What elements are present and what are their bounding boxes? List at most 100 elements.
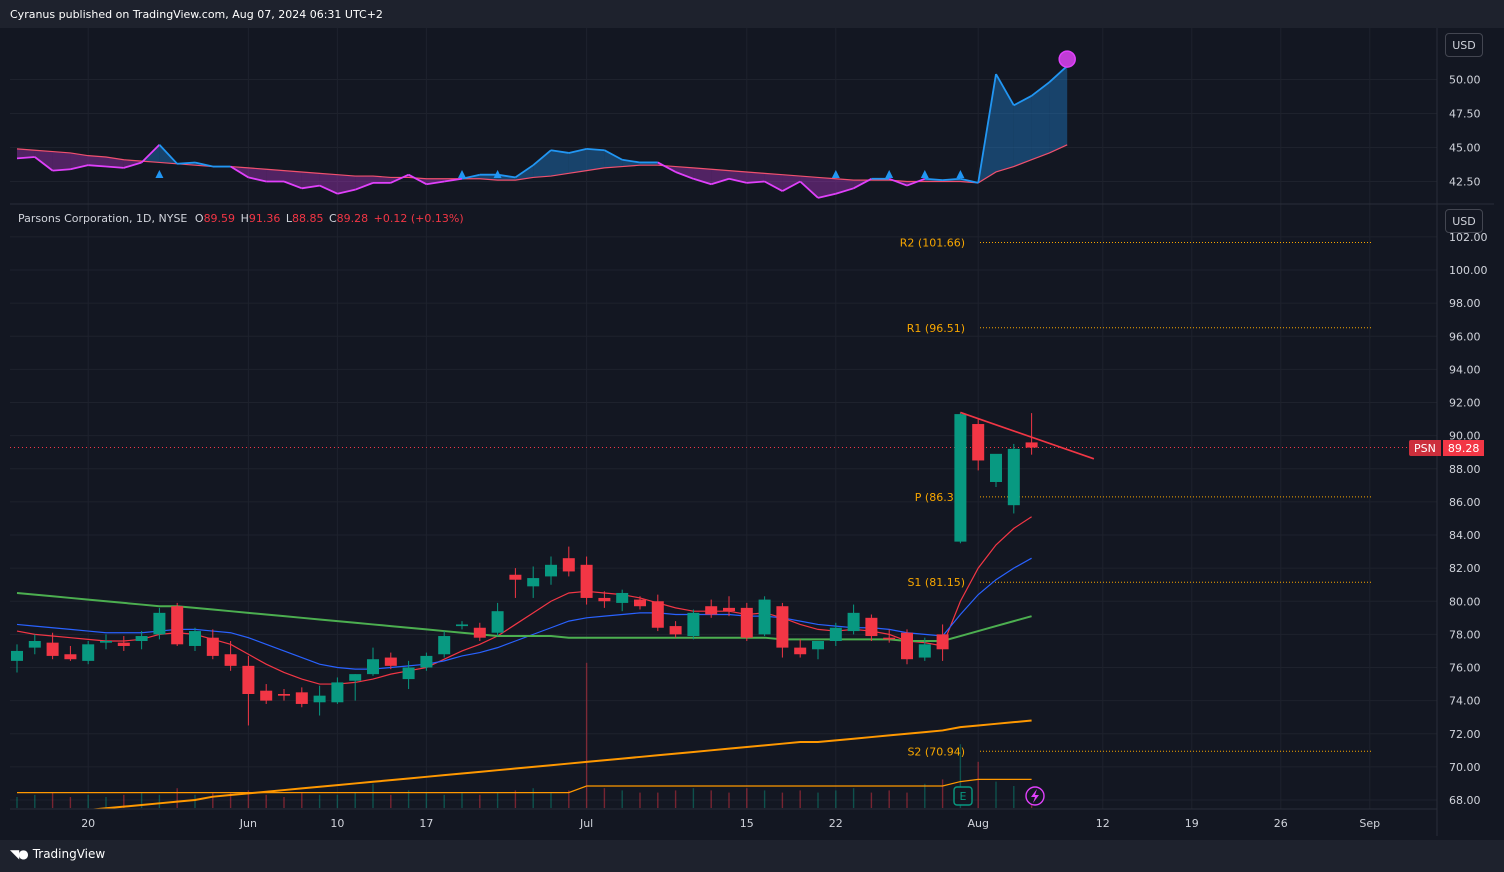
candle-body: [883, 637, 896, 640]
volume-bar: [354, 792, 356, 808]
candle-body: [135, 636, 148, 641]
candle-body: [705, 606, 718, 615]
x-tick-label: 10: [330, 817, 344, 830]
candle-body: [153, 612, 166, 635]
indicator-fill-segment: [551, 150, 569, 177]
indicator-main-line-segment: [728, 177, 748, 184]
candle-body: [384, 657, 397, 666]
x-tick-label: 12: [1096, 817, 1110, 830]
volume-bar: [51, 792, 54, 808]
indicator-fill-segment: [604, 150, 623, 168]
indicator-main-line-segment: [942, 177, 961, 182]
currency-button[interactable]: USD: [1445, 33, 1483, 57]
indicator-main-line-segment: [283, 180, 303, 190]
x-tick-label: 22: [829, 817, 843, 830]
indicator-main-line-segment: [140, 144, 161, 164]
candle-body: [242, 665, 255, 694]
price-panel[interactable]: R2 (101.66) R1 (96.51) P (86.30) S1 (81.15)…: [10, 237, 1437, 817]
indicator-main-line-segment: [532, 149, 552, 166]
candle-body: [634, 599, 646, 607]
candle-body: [829, 627, 842, 641]
candle-body: [901, 632, 913, 660]
indicator-fill-segment: [284, 170, 302, 189]
indicator-main-line-segment: [52, 168, 71, 172]
candle-body: [491, 611, 504, 633]
volume-bar: [34, 794, 36, 808]
indicator-main-line-segment: [123, 161, 142, 169]
pivot-level-label: R2 (101.66): [900, 237, 965, 250]
indicator-main-line-segment: [568, 147, 587, 154]
price-y-tick: 84.00: [1449, 529, 1481, 542]
pivot-level-label: P (86.30): [915, 491, 965, 504]
signal-triangle-marker: [155, 170, 164, 178]
tradingview-brand[interactable]: ◥● TradingView: [10, 847, 105, 861]
candle-body: [687, 612, 700, 637]
candle-body: [1025, 442, 1038, 448]
indicator-main-line-segment: [764, 180, 783, 192]
symbol-name[interactable]: Parsons Corporation, 1D, NYSE: [18, 212, 188, 225]
volume-bar: [336, 794, 339, 808]
indicator-main-line-segment: [497, 173, 516, 179]
candle-body: [438, 636, 451, 655]
volume-bar: [710, 790, 712, 808]
indicator-main-line-segment: [746, 180, 765, 184]
indicator-main-line-segment: [622, 158, 641, 164]
indicator-y-tick: 42.50: [1449, 176, 1481, 189]
indicator-fill-segment: [675, 166, 694, 179]
candle-body: [1007, 448, 1020, 506]
volume-bar: [781, 792, 784, 808]
price-y-tick: 78.00: [1449, 628, 1481, 641]
indicator-y-tick: 50.00: [1449, 74, 1481, 87]
indicator-fill-segment: [17, 148, 35, 159]
moving-average-line: [16, 591, 1032, 642]
indicator-main-line-segment: [675, 171, 694, 180]
indicator-panel[interactable]: [16, 50, 1076, 199]
trendline: [960, 411, 1095, 460]
volume-bar: [105, 797, 107, 808]
candle-body: [331, 682, 344, 703]
chart-background: [10, 28, 1494, 836]
price-y-tick: 74.00: [1449, 695, 1481, 708]
candle-body: [990, 453, 1002, 482]
candle-body: [456, 624, 468, 627]
candle-body: [954, 414, 967, 542]
x-tick-label: 26: [1274, 817, 1288, 830]
candle-body: [313, 695, 326, 703]
volume-bar: [657, 792, 659, 808]
candle-body: [669, 626, 682, 635]
candle-body: [278, 694, 290, 696]
indicator-main-line-segment: [354, 182, 374, 191]
chart-canvas[interactable]: R2 (101.66) R1 (96.51) P (86.30) S1 (81.15)…: [0, 0, 1504, 840]
volume-bar: [425, 792, 428, 808]
price-tag-value: 89.28: [1442, 440, 1485, 456]
signal-triangle-marker: [831, 170, 840, 178]
candle-body: [580, 564, 593, 598]
pivot-level-label: R1 (96.51): [907, 322, 965, 335]
indicator-main-line-segment: [88, 164, 107, 168]
indicator-main-line-segment: [960, 177, 979, 184]
volume-bar: [212, 792, 214, 808]
low-value: 88.85: [291, 212, 324, 225]
grid-lines: [10, 28, 1437, 809]
last-price-tag: PSN 89.28: [1409, 440, 1485, 456]
signal-triangle-marker: [956, 170, 965, 178]
currency-button[interactable]: USD: [1445, 209, 1483, 233]
volume-bar: [941, 779, 944, 808]
volume-bar: [514, 790, 517, 808]
indicator-main-line-segment: [337, 188, 356, 195]
indicator-y-tick: 47.50: [1449, 108, 1481, 121]
indicator-fill-segment: [729, 170, 747, 183]
indicator-main-line-segment: [853, 177, 872, 190]
symbol-tag: PSN: [1409, 440, 1441, 456]
indicator-fill-segment: [355, 176, 373, 190]
indicator-fill-segment: [586, 148, 605, 171]
brand-name: TradingView: [32, 847, 106, 861]
indicator-fill-segment: [337, 174, 356, 194]
volume-bar: [229, 792, 232, 808]
indicator-fill-segment: [711, 169, 729, 185]
volume-bar: [496, 792, 499, 808]
volume-bar: [301, 792, 303, 808]
indicator-fill-segment: [266, 169, 284, 182]
x-tick-label: Sep: [1359, 817, 1380, 830]
volume-bar: [639, 792, 641, 808]
